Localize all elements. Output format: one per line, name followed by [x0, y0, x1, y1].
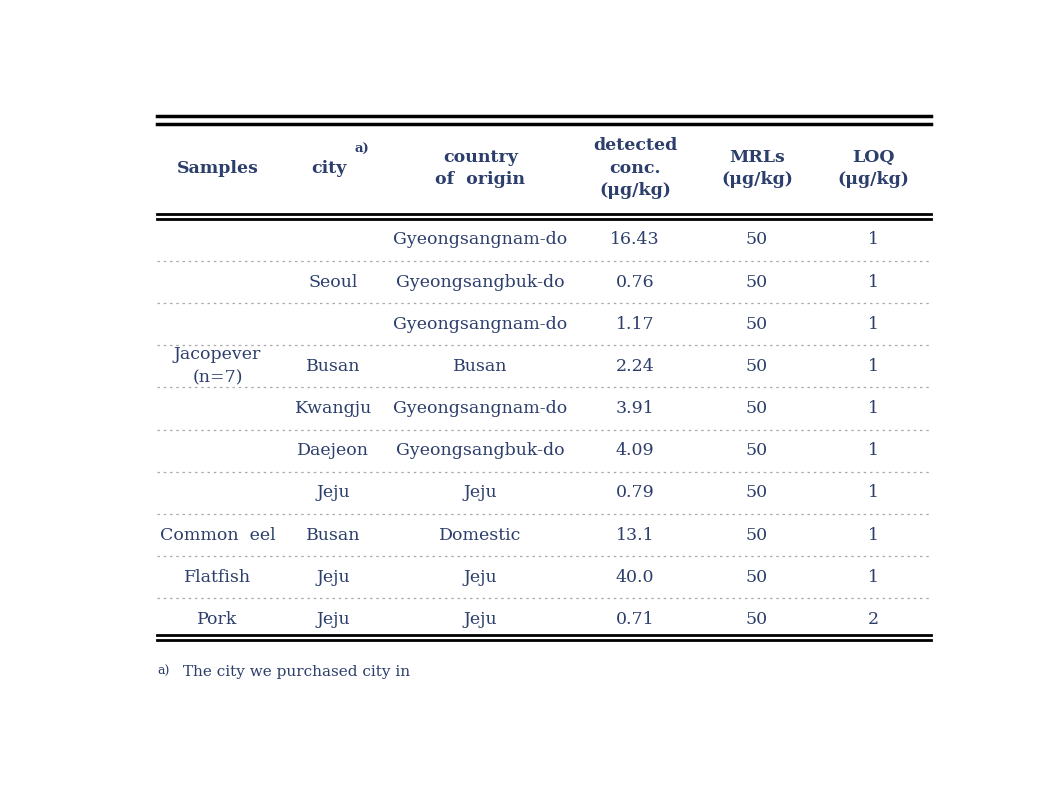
Text: 0.76: 0.76 — [616, 273, 654, 291]
Text: Busan: Busan — [306, 527, 361, 543]
Text: 1: 1 — [868, 232, 878, 248]
Text: Jeju: Jeju — [316, 610, 350, 628]
Text: Jeju: Jeju — [464, 610, 497, 628]
Text: 13.1: 13.1 — [616, 527, 654, 543]
Text: Gyeongsangnam-do: Gyeongsangnam-do — [393, 316, 567, 333]
Text: 0.79: 0.79 — [616, 484, 654, 501]
Text: 50: 50 — [746, 400, 768, 417]
Text: Gyeongsangnam-do: Gyeongsangnam-do — [393, 400, 567, 417]
Text: Domestic: Domestic — [440, 527, 521, 543]
Text: Common  eel: Common eel — [159, 527, 275, 543]
Text: 50: 50 — [746, 273, 768, 291]
Text: 1: 1 — [868, 273, 878, 291]
Text: 2.24: 2.24 — [616, 358, 654, 375]
Text: 3.91: 3.91 — [616, 400, 654, 417]
Text: Jeju: Jeju — [316, 484, 350, 501]
Text: 1: 1 — [868, 527, 878, 543]
Text: 16.43: 16.43 — [611, 232, 660, 248]
Text: Flatfish: Flatfish — [184, 569, 251, 586]
Text: country
of  origin: country of origin — [435, 149, 526, 188]
Text: 50: 50 — [746, 484, 768, 501]
Text: 1: 1 — [868, 316, 878, 333]
Text: 1.17: 1.17 — [616, 316, 654, 333]
Text: 50: 50 — [746, 232, 768, 248]
Text: a): a) — [157, 665, 170, 678]
Text: Daejeon: Daejeon — [297, 442, 370, 459]
Text: 1: 1 — [868, 569, 878, 586]
Text: Kwangju: Kwangju — [295, 400, 372, 417]
Text: Pork: Pork — [198, 610, 238, 628]
Text: 1: 1 — [868, 400, 878, 417]
Text: 50: 50 — [746, 316, 768, 333]
Text: 4.09: 4.09 — [616, 442, 654, 459]
Text: 50: 50 — [746, 358, 768, 375]
Text: Gyeongsangbuk-do: Gyeongsangbuk-do — [396, 273, 565, 291]
Text: Samples: Samples — [176, 160, 258, 177]
Text: detected
conc.
(μg/kg): detected conc. (μg/kg) — [593, 137, 678, 199]
Text: 50: 50 — [746, 569, 768, 586]
Text: Busan: Busan — [453, 358, 508, 375]
Text: Jeju: Jeju — [464, 569, 497, 586]
Text: 50: 50 — [746, 527, 768, 543]
Text: 40.0: 40.0 — [616, 569, 654, 586]
Text: Jeju: Jeju — [464, 484, 497, 501]
Text: Busan: Busan — [306, 358, 361, 375]
Text: Seoul: Seoul — [309, 273, 358, 291]
Text: 2: 2 — [868, 610, 878, 628]
Text: 1: 1 — [868, 442, 878, 459]
Text: Gyeongsangbuk-do: Gyeongsangbuk-do — [396, 442, 565, 459]
Text: 1: 1 — [868, 484, 878, 501]
Text: LOQ
(μg/kg): LOQ (μg/kg) — [837, 149, 909, 188]
Text: 50: 50 — [746, 442, 768, 459]
Text: city: city — [311, 160, 347, 177]
Text: Gyeongsangnam-do: Gyeongsangnam-do — [393, 232, 567, 248]
Text: 0.71: 0.71 — [616, 610, 654, 628]
Text: Jacopever
(n=7): Jacopever (n=7) — [174, 346, 261, 387]
Text: a): a) — [354, 143, 369, 157]
Text: MRLs
(μg/kg): MRLs (μg/kg) — [721, 149, 793, 188]
Text: 50: 50 — [746, 610, 768, 628]
Text: The city we purchased city in: The city we purchased city in — [178, 665, 410, 679]
Text: Jeju: Jeju — [316, 569, 350, 586]
Text: 1: 1 — [868, 358, 878, 375]
